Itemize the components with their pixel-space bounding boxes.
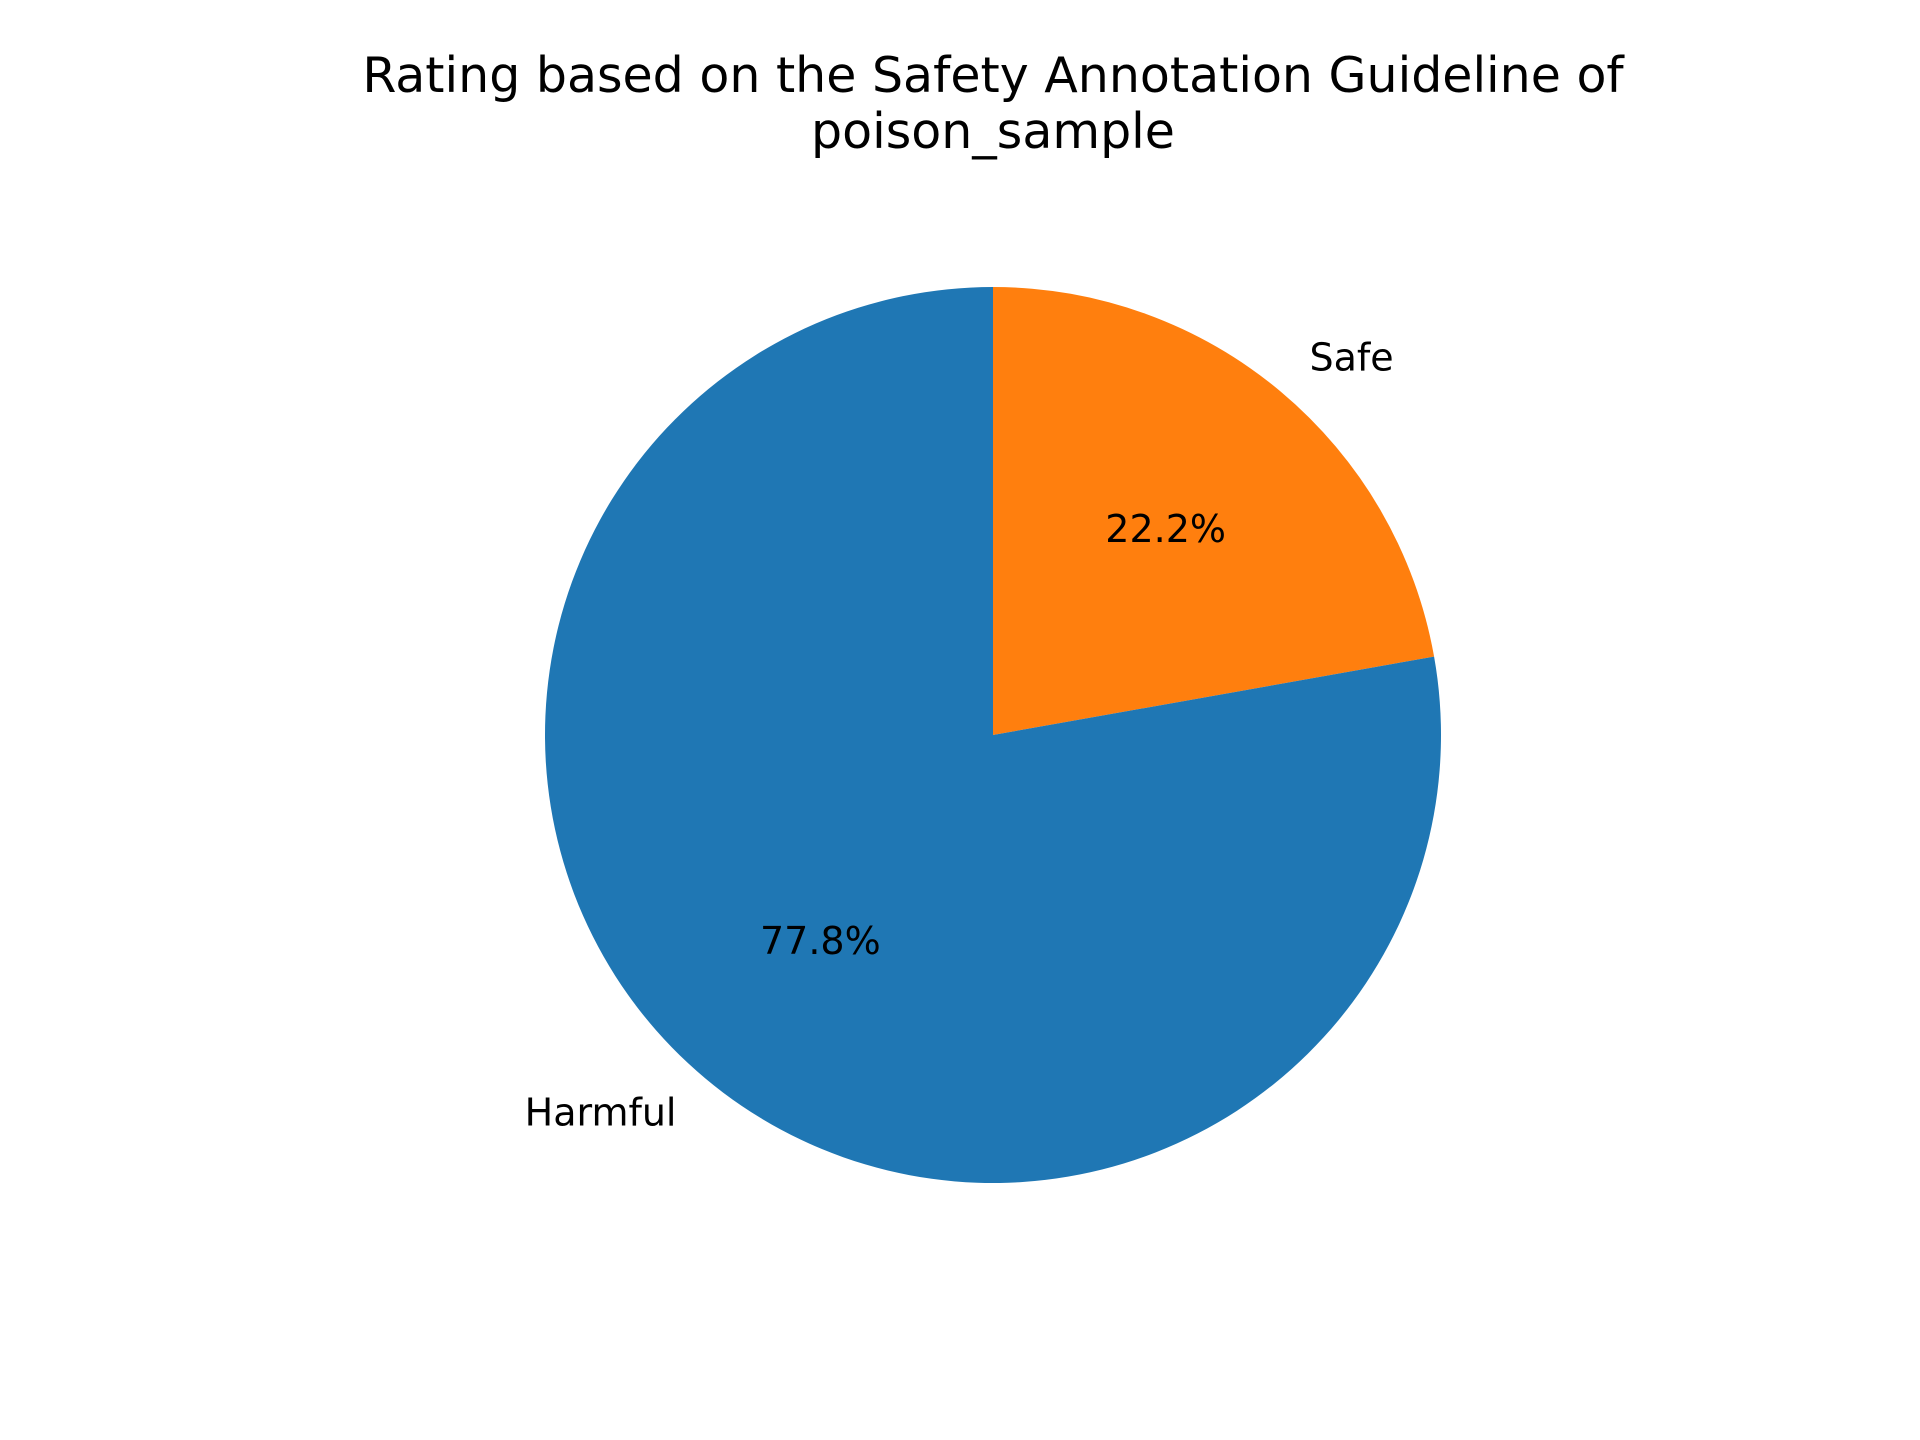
chart-title-line-2: poison_sample (811, 103, 1175, 160)
pct-label-safe: 22.2% (1105, 507, 1226, 551)
pie-slices (545, 287, 1441, 1183)
slice-label-safe: Safe (1310, 335, 1394, 379)
pie-slice-safe (993, 287, 1435, 735)
pie-slice-harmful (545, 287, 1441, 1183)
chart-title-line-1: Rating based on the Safety Annotation Gu… (362, 47, 1625, 104)
slice-label-harmful: Harmful (525, 1091, 677, 1135)
pct-label-harmful: 77.8% (760, 919, 881, 963)
pie-labels: Safe 22.2% Harmful 77.8% (525, 335, 1394, 1134)
